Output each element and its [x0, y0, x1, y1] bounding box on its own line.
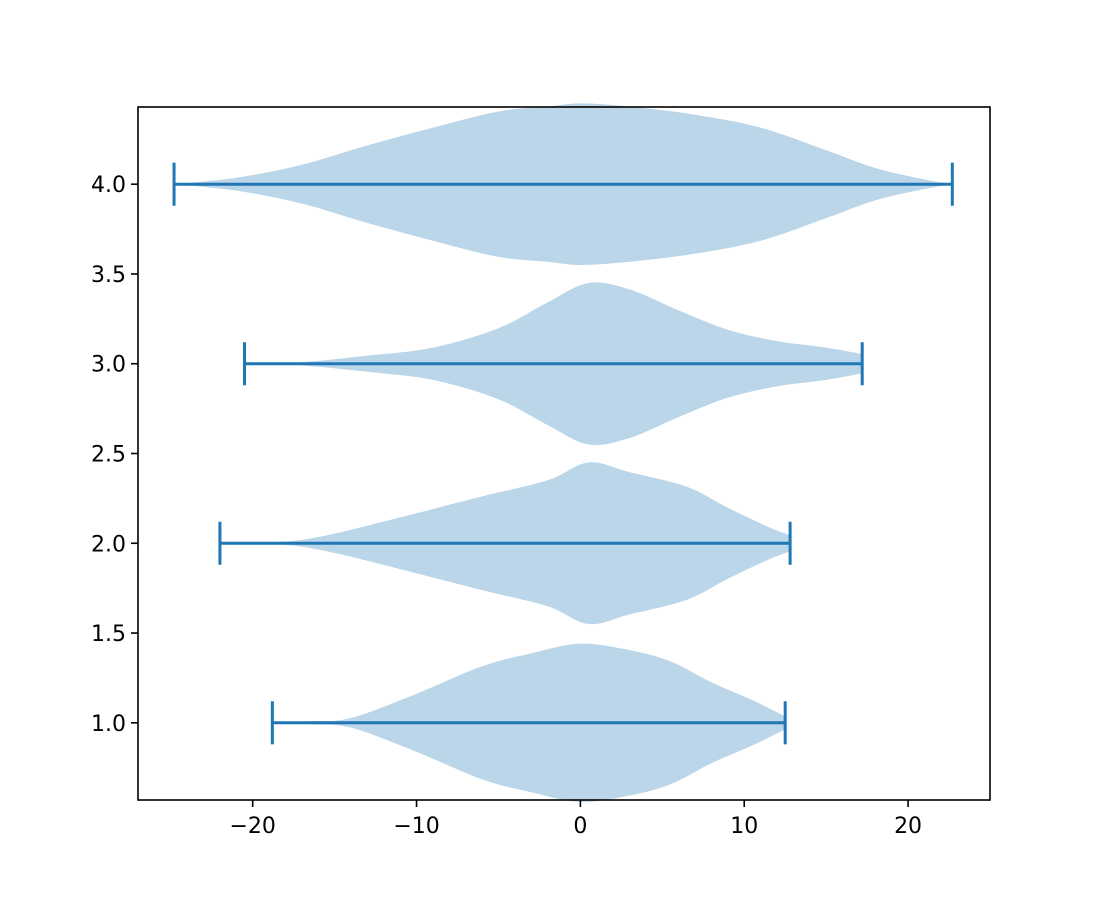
y-tick-label: 3.0 — [91, 353, 126, 378]
y-tick-label: 1.0 — [91, 712, 126, 737]
x-tick-label: −10 — [393, 814, 439, 839]
y-tick-label: 2.5 — [91, 443, 126, 468]
x-tick-label: 10 — [730, 814, 758, 839]
y-tick-label: 1.5 — [91, 622, 126, 647]
axes: −20 −10 0 10 20 1.0 1.5 2.0 2.5 3.0 3.5 4.0 — [91, 106, 991, 839]
y-tick-label: 3.5 — [91, 263, 126, 288]
x-tick-label: 0 — [573, 814, 587, 839]
plot-area — [172, 103, 954, 803]
y-tick-label: 4.0 — [91, 173, 126, 198]
y-tick-label: 2.0 — [91, 532, 126, 557]
x-tick-label: 20 — [894, 814, 922, 839]
x-tick-label: −20 — [229, 814, 275, 839]
